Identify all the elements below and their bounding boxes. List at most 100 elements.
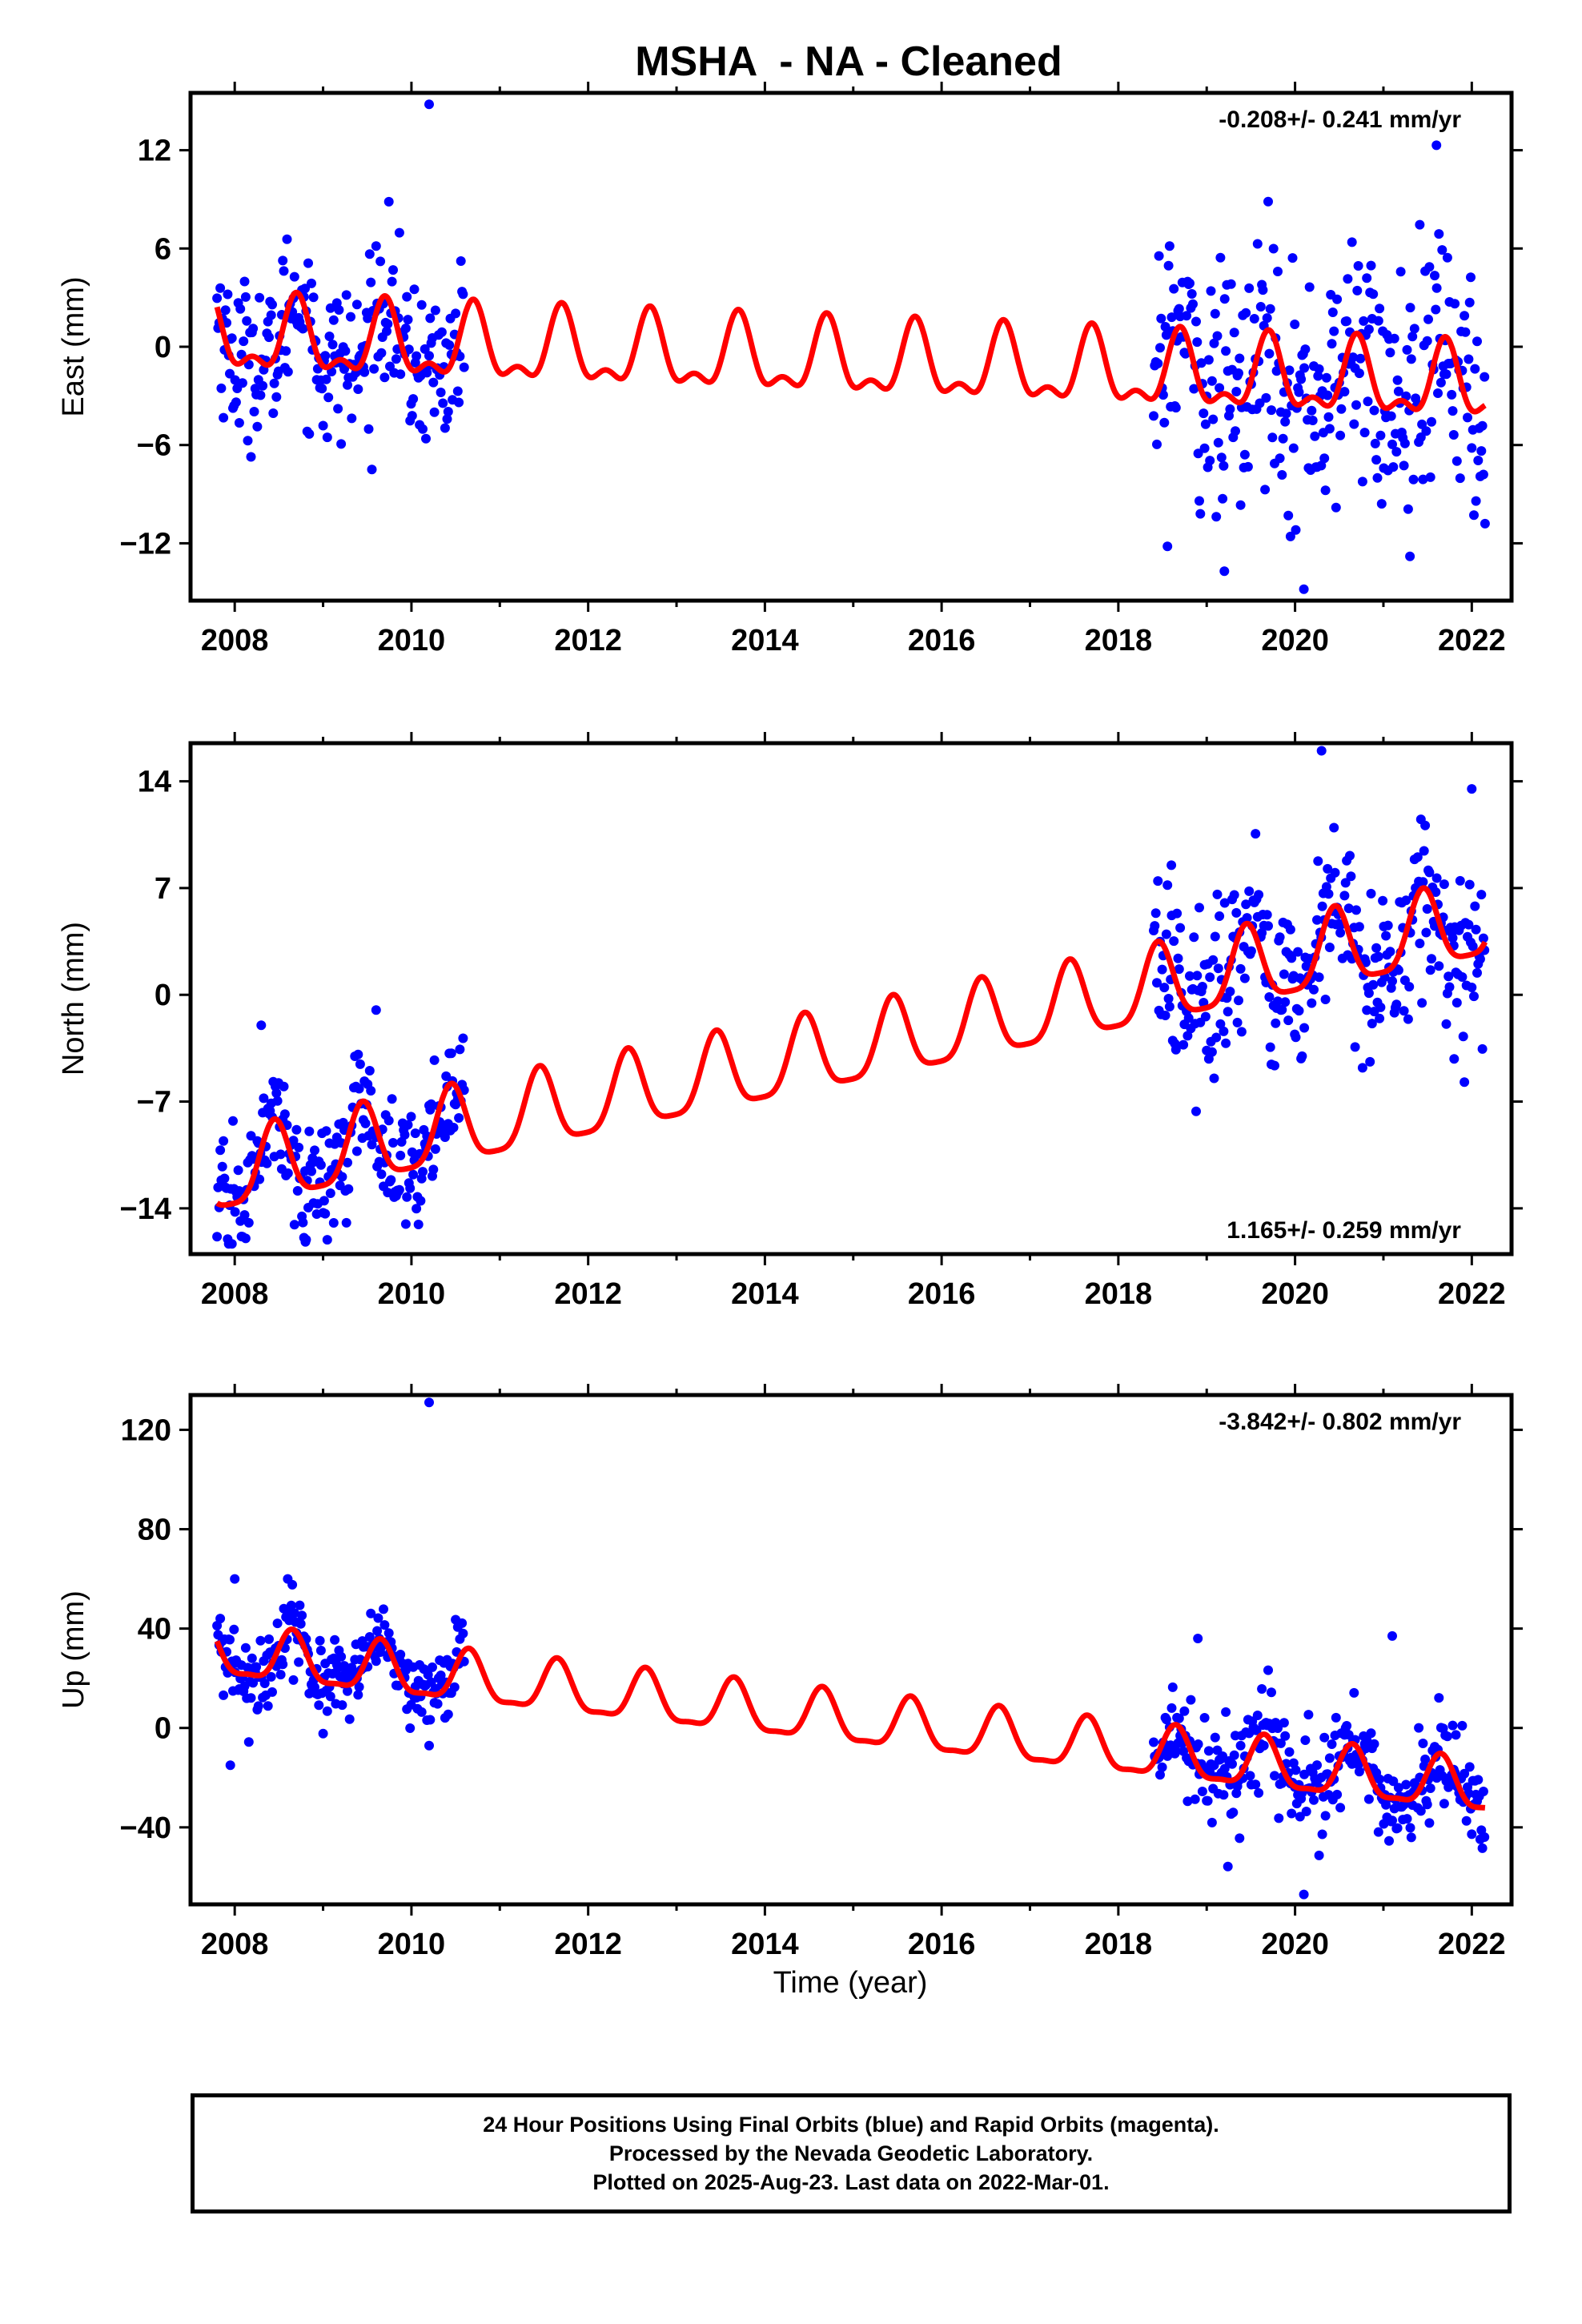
y-tick-label: 12 xyxy=(138,135,171,168)
data-point xyxy=(1343,903,1354,914)
data-point xyxy=(1437,245,1447,255)
data-point xyxy=(1189,932,1199,943)
data-point xyxy=(1375,1013,1385,1023)
data-point xyxy=(1164,1002,1174,1011)
data-point xyxy=(1323,412,1334,422)
data-point xyxy=(1407,332,1418,342)
data-point xyxy=(1309,984,1319,995)
data-point xyxy=(271,1088,282,1098)
data-point xyxy=(234,1186,244,1196)
data-point xyxy=(1155,343,1165,353)
data-point xyxy=(379,1620,390,1630)
data-point xyxy=(1285,531,1295,541)
data-point xyxy=(1464,297,1475,308)
data-point xyxy=(1166,312,1177,323)
data-point xyxy=(1460,1768,1470,1779)
data-point-outlier xyxy=(1166,860,1177,870)
data-point xyxy=(448,1123,459,1132)
data-point xyxy=(1345,850,1355,861)
data-point xyxy=(1158,390,1168,400)
data-point xyxy=(1297,1051,1307,1061)
data-point xyxy=(272,1096,283,1106)
data-point xyxy=(230,1207,240,1217)
data-point xyxy=(1312,1760,1322,1771)
data-point xyxy=(1424,867,1435,878)
data-point xyxy=(1249,314,1259,324)
data-point xyxy=(1210,308,1220,319)
data-point-outlier xyxy=(300,1236,311,1247)
data-point xyxy=(412,351,422,361)
data-point xyxy=(387,276,397,287)
x-tick-label: 2022 xyxy=(1438,1277,1506,1311)
data-point xyxy=(340,346,351,356)
data-point xyxy=(1221,346,1231,356)
data-point xyxy=(1417,998,1427,1008)
data-point-outlier xyxy=(1480,518,1490,529)
data-point-outlier xyxy=(371,1005,381,1015)
data-point xyxy=(388,265,398,275)
data-point xyxy=(1211,1032,1222,1043)
data-point xyxy=(1332,1789,1343,1799)
data-point xyxy=(1205,456,1215,466)
data-point xyxy=(1461,1815,1472,1826)
data-point xyxy=(1239,973,1250,983)
y-tick-label: 120 xyxy=(121,1413,171,1447)
data-point xyxy=(1215,383,1225,393)
data-point xyxy=(1420,1754,1431,1764)
data-point xyxy=(1452,456,1462,466)
y-tick-label: 6 xyxy=(155,232,171,266)
data-point xyxy=(1182,311,1192,321)
data-point xyxy=(1241,899,1251,910)
data-point xyxy=(1167,1682,1178,1692)
data-point xyxy=(1273,996,1283,1007)
data-point xyxy=(1359,316,1369,326)
data-point xyxy=(1372,472,1383,483)
data-point xyxy=(1193,448,1203,459)
data-point xyxy=(227,1239,237,1249)
data-point xyxy=(1205,972,1215,983)
x-tick-label: 2016 xyxy=(908,624,976,657)
data-point xyxy=(1294,1006,1304,1016)
data-point xyxy=(1219,898,1230,908)
data-point xyxy=(428,377,439,388)
data-point xyxy=(1466,272,1476,283)
data-point xyxy=(1406,354,1416,364)
data-point xyxy=(446,1048,456,1059)
data-point xyxy=(1320,485,1331,496)
rate-annotation-3: -3.842+/- 0.802 mm/yr xyxy=(1219,1409,1461,1435)
data-point xyxy=(403,1120,413,1130)
data-point xyxy=(383,1628,394,1638)
info-line-orbits: 24 Hour Positions Using Final Orbits (bl… xyxy=(483,2113,1219,2137)
data-point xyxy=(1342,1721,1352,1731)
data-point xyxy=(458,1628,468,1638)
data-point xyxy=(215,1145,226,1156)
data-point xyxy=(1478,933,1488,943)
data-point xyxy=(1280,1731,1291,1741)
data-point xyxy=(1423,314,1433,324)
data-point xyxy=(1363,988,1374,999)
data-point xyxy=(1425,965,1435,975)
data-point xyxy=(1278,433,1288,444)
data-point xyxy=(234,418,244,428)
x-tick-label: 2020 xyxy=(1261,624,1329,657)
data-point xyxy=(1480,1832,1490,1842)
data-point xyxy=(1228,1807,1239,1818)
data-point xyxy=(1219,1763,1230,1774)
data-point xyxy=(1231,387,1242,396)
data-point xyxy=(402,1192,412,1202)
data-point xyxy=(396,369,406,380)
data-point xyxy=(295,1618,306,1629)
data-point xyxy=(1244,886,1255,896)
data-point xyxy=(1170,1746,1181,1756)
data-point xyxy=(1455,473,1465,484)
data-point xyxy=(436,388,446,397)
data-point xyxy=(1366,1728,1376,1739)
data-point xyxy=(242,316,252,326)
data-point xyxy=(1293,947,1303,957)
data-point xyxy=(1355,353,1366,364)
data-point xyxy=(1268,243,1279,254)
data-point xyxy=(1243,461,1253,472)
data-point xyxy=(343,1157,352,1168)
data-point xyxy=(1299,363,1310,373)
data-point xyxy=(1267,432,1278,443)
